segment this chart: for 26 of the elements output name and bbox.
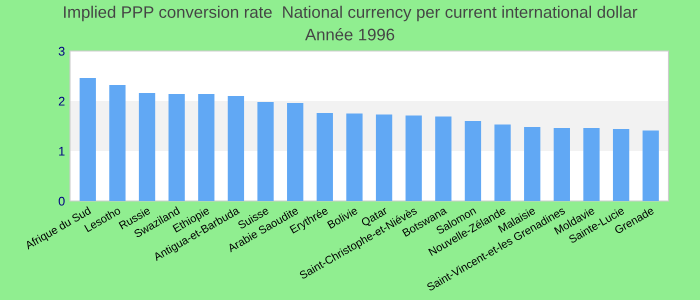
chart-subtitle: Année 1996 bbox=[305, 28, 394, 40]
bar bbox=[287, 103, 304, 201]
bar bbox=[583, 128, 600, 201]
bar bbox=[316, 113, 333, 201]
bar bbox=[376, 114, 392, 201]
y-tick-label: 1 bbox=[59, 146, 65, 156]
bar bbox=[198, 94, 214, 201]
bar bbox=[554, 128, 570, 201]
y-tick-label: 0 bbox=[58, 196, 65, 206]
bar bbox=[138, 93, 156, 201]
bar bbox=[464, 121, 482, 201]
bar bbox=[524, 127, 540, 201]
y-tick-label: 3 bbox=[58, 46, 65, 56]
bar bbox=[346, 114, 363, 201]
bar bbox=[406, 116, 422, 201]
y-tick-label: 2 bbox=[58, 96, 65, 106]
bar bbox=[435, 116, 452, 201]
bar bbox=[228, 96, 244, 201]
bar bbox=[109, 85, 126, 201]
bar bbox=[168, 94, 185, 201]
chart-title: Implied PPP conversion rate National currency per current international dollar bbox=[64, 6, 638, 22]
bar bbox=[612, 129, 630, 201]
bar bbox=[642, 130, 659, 201]
bar bbox=[257, 102, 274, 201]
bar bbox=[80, 78, 96, 201]
bar bbox=[494, 124, 511, 201]
